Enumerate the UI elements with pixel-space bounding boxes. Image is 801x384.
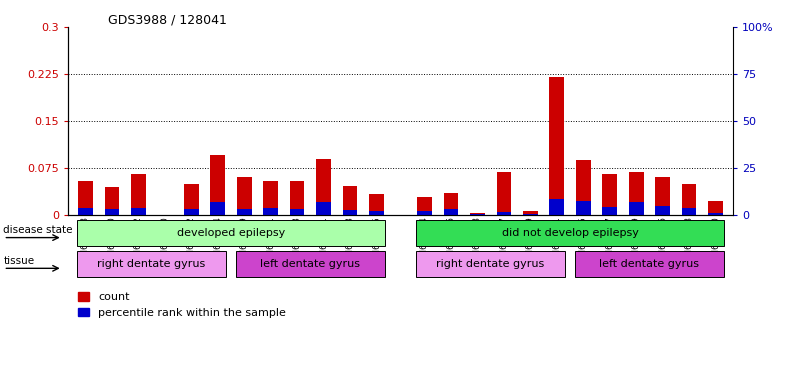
Bar — [237, 177, 252, 215]
Legend: count, percentile rank within the sample: count, percentile rank within the sample — [74, 288, 291, 323]
Bar — [549, 199, 564, 215]
Bar — [369, 211, 384, 215]
Bar — [576, 201, 590, 215]
Bar — [523, 211, 537, 215]
Bar — [470, 212, 485, 215]
Bar — [629, 172, 643, 215]
Bar — [417, 211, 432, 215]
Bar — [237, 209, 252, 215]
Bar — [211, 202, 225, 215]
Bar — [316, 202, 331, 215]
Bar — [104, 187, 119, 215]
Bar — [316, 159, 331, 215]
Bar — [131, 207, 146, 215]
Bar — [416, 251, 566, 277]
Bar — [444, 193, 458, 215]
Text: disease state: disease state — [3, 225, 73, 235]
Bar — [184, 209, 199, 215]
Bar — [602, 207, 617, 215]
Bar — [78, 180, 93, 215]
Bar — [343, 210, 357, 215]
Text: right dentate gyrus: right dentate gyrus — [98, 259, 206, 269]
Bar — [211, 156, 225, 215]
Bar — [444, 209, 458, 215]
Bar — [369, 194, 384, 215]
Bar — [708, 212, 723, 215]
Bar — [104, 209, 119, 215]
Bar — [417, 197, 432, 215]
Text: did not develop epilepsy: did not develop epilepsy — [501, 228, 638, 238]
Bar — [131, 174, 146, 215]
Bar — [77, 220, 385, 246]
Bar — [497, 212, 511, 215]
Bar — [290, 180, 304, 215]
Bar — [290, 209, 304, 215]
Text: left dentate gyrus: left dentate gyrus — [599, 259, 699, 269]
Bar — [523, 214, 537, 215]
Bar — [497, 172, 511, 215]
Bar — [184, 184, 199, 215]
Bar — [574, 251, 724, 277]
Bar — [470, 214, 485, 215]
Bar — [235, 251, 385, 277]
Bar — [549, 77, 564, 215]
Bar — [343, 185, 357, 215]
Bar — [629, 202, 643, 215]
Text: right dentate gyrus: right dentate gyrus — [437, 259, 545, 269]
Text: developed epilepsy: developed epilepsy — [177, 228, 285, 238]
Bar — [655, 177, 670, 215]
Bar — [682, 184, 697, 215]
Bar — [77, 251, 227, 277]
Bar — [264, 207, 278, 215]
Text: GDS3988 / 128041: GDS3988 / 128041 — [108, 13, 227, 26]
Bar — [602, 174, 617, 215]
Bar — [264, 180, 278, 215]
Bar — [78, 207, 93, 215]
Text: tissue: tissue — [3, 256, 34, 266]
Bar — [708, 201, 723, 215]
Text: left dentate gyrus: left dentate gyrus — [260, 259, 360, 269]
Bar — [682, 207, 697, 215]
Bar — [576, 160, 590, 215]
Bar — [416, 220, 724, 246]
Bar — [655, 206, 670, 215]
